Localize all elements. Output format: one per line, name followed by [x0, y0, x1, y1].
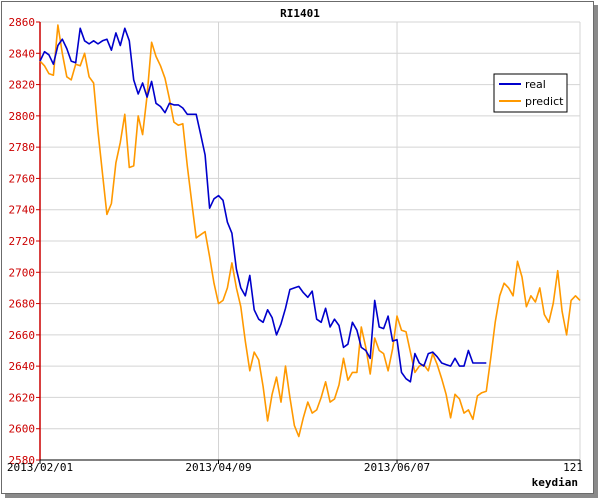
y-tick-label: 2740: [9, 204, 36, 217]
y-tick-label: 2840: [9, 47, 36, 60]
legend-label-real: real: [525, 78, 546, 91]
legend-label-predict: predict: [525, 95, 564, 108]
legend-box: [493, 73, 568, 113]
x-tick-label: 2013/04/09: [185, 461, 251, 474]
y-tick-label: 2720: [9, 235, 36, 248]
y-tick-label: 2780: [9, 141, 36, 154]
x-axis-ticks: 2013/02/01 2013/04/09 2013/06/07 121: [7, 460, 583, 474]
series-line-real: [39, 27, 487, 383]
series-lines: [39, 24, 581, 438]
y-tick-label: 2800: [9, 110, 36, 123]
series-line-predict: [39, 24, 581, 438]
y-tick-label: 2640: [9, 360, 36, 373]
y-tick-label: 2820: [9, 79, 36, 92]
x-axis-label: keydian: [532, 476, 578, 489]
y-tick-label: 2580: [9, 454, 36, 467]
x-tick-label: 121: [563, 461, 583, 474]
x-tick-label: 2013/02/01: [7, 461, 73, 474]
chart-title: RI1401: [280, 7, 320, 20]
x-tick-label: 2013/06/07: [364, 461, 430, 474]
y-tick-label: 2700: [9, 266, 36, 279]
y-tick-label: 2600: [9, 423, 36, 436]
y-tick-label: 2620: [9, 391, 36, 404]
y-tick-label: 2760: [9, 172, 36, 185]
y-tick-label: 2680: [9, 298, 36, 311]
y-tick-label: 2860: [9, 16, 36, 29]
legend: real predict: [493, 73, 568, 113]
y-tick-label: 2660: [9, 329, 36, 342]
y-axis-ticks: 2580 2600 2620 2640 2660 2680 2700 2720 2740 2760…: [9, 16, 40, 467]
